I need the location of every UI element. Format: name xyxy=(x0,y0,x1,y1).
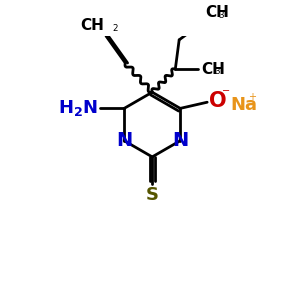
Text: $^+$: $^+$ xyxy=(246,92,257,106)
Text: N: N xyxy=(172,131,188,150)
Text: $^-$: $^-$ xyxy=(220,88,231,101)
Text: $_3$: $_3$ xyxy=(214,64,221,77)
Text: CH: CH xyxy=(205,5,229,20)
Text: CH: CH xyxy=(202,61,225,76)
Text: $_3$: $_3$ xyxy=(218,8,225,21)
Text: Na: Na xyxy=(230,96,257,114)
Text: N: N xyxy=(116,131,132,150)
Text: CH: CH xyxy=(81,18,104,33)
Text: S: S xyxy=(146,186,159,204)
Text: $\mathbf{H_2N}$: $\mathbf{H_2N}$ xyxy=(58,98,98,118)
Text: O: O xyxy=(209,91,226,111)
Text: $_2$: $_2$ xyxy=(112,22,119,34)
